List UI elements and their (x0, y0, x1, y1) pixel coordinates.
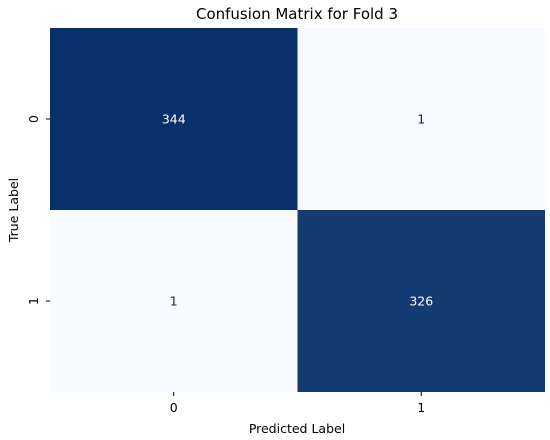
heatmap-cell-r1-c1 (297, 210, 545, 392)
y-tick-label-1: 1 (26, 297, 41, 305)
cell-value-r1-c0: 1 (170, 294, 178, 309)
cell-value-r1-c1: 326 (409, 294, 433, 309)
y-tick-label-0: 0 (26, 115, 41, 123)
x-tick-label-1: 1 (417, 400, 425, 415)
heatmap-cell-r0-c0 (50, 28, 298, 210)
x-tick-label-0: 0 (170, 400, 178, 415)
chart-title: Confusion Matrix for Fold 3 (196, 5, 398, 23)
heatmap-cell-r1-c0 (50, 210, 298, 392)
y-axis-label: True Label (6, 178, 21, 243)
heatmap-cell-r0-c1 (297, 28, 545, 210)
x-axis-label: Predicted Label (249, 421, 345, 436)
y-axis-ticks: 01 (26, 115, 50, 305)
heatmap-cells: 344 1 1 326 (50, 28, 545, 392)
cell-value-r0-c1: 1 (417, 112, 425, 127)
cell-value-r0-c0: 344 (162, 112, 186, 127)
